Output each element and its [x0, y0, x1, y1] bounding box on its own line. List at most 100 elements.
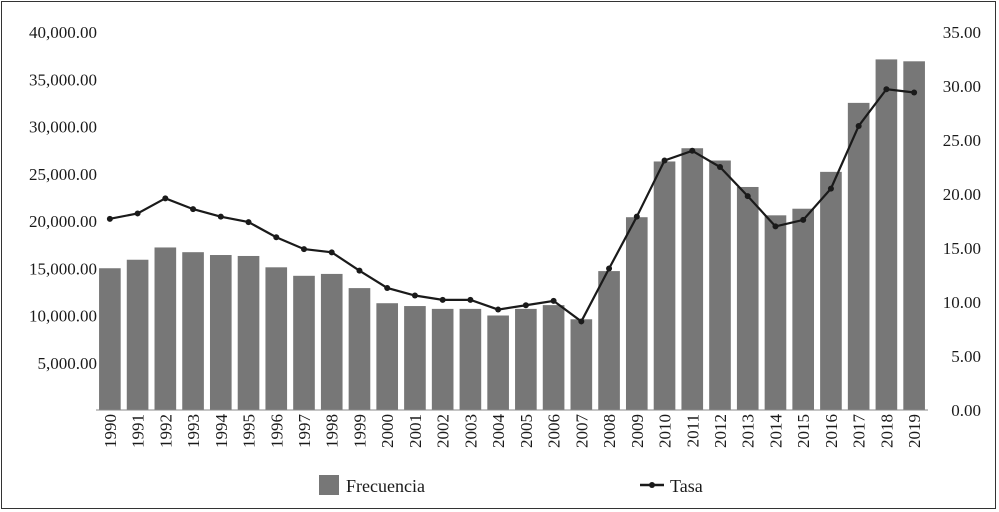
bar-2005	[515, 308, 537, 410]
x-tick-label-1998: 1998	[323, 414, 342, 448]
x-tick-label-2002: 2002	[434, 414, 453, 448]
bar-1995	[237, 255, 260, 410]
legend: Frecuencia Tasa	[319, 475, 703, 496]
bar-2014	[764, 215, 787, 410]
bar-1999	[348, 288, 371, 410]
bar-2012	[709, 160, 731, 410]
bar-2016	[820, 171, 842, 410]
bar-2017	[847, 102, 870, 411]
left-tick-label: 40,000.00	[29, 23, 97, 42]
tasa-point-2005	[522, 302, 529, 309]
tasa-point-2000	[384, 284, 391, 291]
tasa-point-2002	[439, 296, 446, 303]
tasa-point-1997	[301, 246, 307, 253]
x-tick-label-2007: 2007	[572, 414, 591, 449]
x-tick-label-1996: 1996	[267, 414, 286, 448]
tasa-point-1995	[245, 219, 252, 226]
tasa-point-2016	[827, 185, 834, 192]
tasa-point-2003	[467, 296, 474, 303]
tasa-point-1999	[356, 267, 363, 274]
bar-1992	[154, 247, 177, 410]
bar-1997	[293, 275, 315, 410]
bar-2003	[459, 308, 482, 410]
bar-1998	[320, 273, 343, 410]
left-axis-ticks: 5,000.00 10,000.00 15,000.00 20,000.00 25,00…	[29, 23, 97, 373]
tasa-point-2018	[883, 86, 890, 93]
bar-2010	[653, 161, 676, 410]
tasa-point-1992	[162, 195, 169, 202]
bar-2000	[376, 303, 399, 410]
x-tick-label-1994: 1994	[212, 414, 231, 449]
tasa-point-2007	[578, 318, 585, 325]
left-tick-label: 35,000.00	[29, 70, 97, 89]
tasa-point-2015	[800, 216, 807, 223]
right-tick-label: 10.00	[943, 293, 981, 312]
x-tick-label-2010: 2010	[656, 414, 675, 448]
x-tick-label-1995: 1995	[240, 414, 259, 448]
bar-1993	[182, 252, 204, 410]
x-tick-label-2019: 2019	[905, 414, 924, 448]
x-tick-label-2001: 2001	[406, 414, 425, 448]
right-tick-label: 15.00	[943, 239, 981, 258]
right-tick-label: 35.00	[943, 23, 981, 42]
right-tick-label: 0.00	[951, 401, 981, 420]
left-tick-label: 30,000.00	[29, 118, 97, 137]
x-tick-label-2018: 2018	[877, 414, 896, 448]
x-tick-label-2011: 2011	[683, 414, 702, 447]
bar-2008	[598, 271, 620, 410]
bars-layer	[99, 59, 925, 411]
bar-1990	[99, 268, 121, 410]
x-tick-label-1999: 1999	[350, 414, 369, 448]
tasa-point-2008	[606, 265, 613, 272]
bar-2013	[736, 186, 759, 410]
x-tick-label-2016: 2016	[822, 414, 841, 448]
right-tick-label: 25.00	[943, 131, 981, 150]
tasa-point-1993	[190, 206, 197, 213]
tasa-point-2011	[689, 147, 696, 154]
x-tick-label-2017: 2017	[850, 414, 869, 449]
x-tick-label-2009: 2009	[628, 414, 647, 448]
bar-2004	[487, 315, 509, 410]
bar-1994	[209, 255, 232, 410]
x-tick-label-1993: 1993	[184, 414, 203, 448]
bar-2002	[431, 308, 454, 410]
bar-2015	[792, 208, 815, 410]
bar-2009	[625, 217, 648, 410]
x-tick-label-2003: 2003	[461, 414, 480, 448]
tasa-point-2017	[855, 122, 862, 129]
tasa-point-1996	[273, 234, 280, 241]
x-tick-label-2006: 2006	[545, 414, 564, 448]
tasa-point-2019	[911, 89, 918, 96]
bar-2001	[404, 306, 426, 410]
left-tick-label: 15,000.00	[29, 259, 97, 278]
left-tick-label: 20,000.00	[29, 212, 97, 231]
x-tick-label-2008: 2008	[600, 414, 619, 448]
x-tick-label-2013: 2013	[739, 414, 758, 448]
tasa-point-2012	[717, 164, 723, 170]
x-tick-label-2012: 2012	[711, 414, 730, 448]
right-tick-label: 20.00	[943, 185, 981, 204]
x-tick-label-2000: 2000	[378, 414, 397, 448]
tasa-line	[109, 88, 915, 324]
tasa-point-1990	[106, 215, 113, 222]
tasa-point-1998	[328, 249, 335, 256]
x-tick-label-2004: 2004	[489, 414, 508, 449]
bar-1991	[126, 259, 149, 410]
x-tick-label-1991: 1991	[129, 414, 148, 448]
tasa-point-1994	[217, 213, 224, 220]
tasa-point-2006	[550, 297, 557, 304]
bar-1996	[265, 267, 288, 410]
x-tick-label-1992: 1992	[156, 414, 175, 448]
tasa-point-2013	[744, 193, 751, 200]
left-tick-label: 5,000.00	[38, 354, 98, 373]
legend-label-tasa: Tasa	[670, 476, 703, 496]
tasa-point-2009	[633, 213, 640, 220]
x-tick-label-2014: 2014	[766, 414, 785, 449]
tasa-point-2004	[495, 306, 502, 313]
tasa-point-1991	[134, 210, 141, 217]
right-tick-label: 30.00	[943, 77, 981, 96]
tasa-point-2010	[661, 157, 668, 164]
x-tick-label-2005: 2005	[517, 414, 536, 448]
legend-swatch-frecuencia	[319, 475, 339, 495]
